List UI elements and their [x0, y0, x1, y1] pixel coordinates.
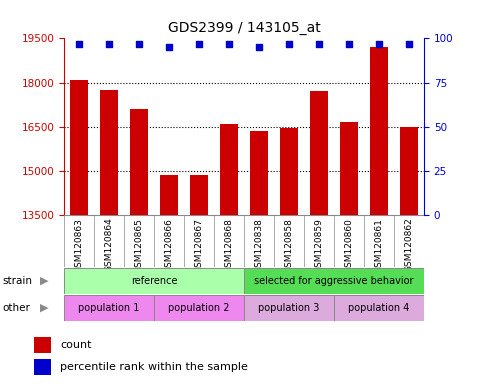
Text: percentile rank within the sample: percentile rank within the sample [60, 362, 248, 372]
Point [135, 41, 143, 47]
Point [75, 41, 83, 47]
Bar [70, 79, 88, 215]
Point [315, 41, 323, 47]
Text: GSM120859: GSM120859 [315, 218, 323, 273]
Text: other: other [2, 303, 31, 313]
Text: GSM120863: GSM120863 [74, 218, 84, 273]
Bar [400, 127, 418, 215]
Text: GSM120867: GSM120867 [195, 218, 204, 273]
Bar [334, 295, 424, 321]
Point [105, 41, 113, 47]
Text: GSM120865: GSM120865 [135, 218, 143, 273]
Bar [220, 124, 238, 215]
Text: population 4: population 4 [349, 303, 410, 313]
Point [255, 44, 263, 50]
Text: GSM120862: GSM120862 [404, 218, 414, 272]
Bar [244, 268, 424, 294]
Text: ▶: ▶ [40, 303, 49, 313]
Bar [244, 295, 334, 321]
Text: GSM120858: GSM120858 [284, 218, 293, 273]
Text: selected for aggressive behavior: selected for aggressive behavior [254, 276, 414, 286]
Bar [64, 268, 244, 294]
Text: population 2: population 2 [168, 303, 230, 313]
Point [225, 41, 233, 47]
Text: GSM120868: GSM120868 [224, 218, 234, 273]
Point [285, 41, 293, 47]
Bar [250, 131, 268, 215]
Text: population 3: population 3 [258, 303, 319, 313]
Bar [160, 175, 178, 215]
Bar [64, 295, 154, 321]
Bar [340, 122, 358, 215]
Point [345, 41, 353, 47]
Point [195, 41, 203, 47]
Text: ▶: ▶ [40, 276, 49, 286]
Text: GSM120860: GSM120860 [345, 218, 353, 273]
Bar [34, 359, 51, 375]
Point [405, 41, 413, 47]
Bar [100, 90, 118, 215]
Text: GSM120861: GSM120861 [375, 218, 384, 273]
Title: GDS2399 / 143105_at: GDS2399 / 143105_at [168, 21, 320, 35]
Text: GSM120864: GSM120864 [105, 218, 113, 272]
Point [165, 44, 173, 50]
Point [375, 41, 383, 47]
Text: count: count [60, 340, 92, 350]
Bar [310, 91, 328, 215]
Bar [280, 128, 298, 215]
Text: GSM120838: GSM120838 [254, 218, 264, 273]
Text: GSM120866: GSM120866 [165, 218, 174, 273]
Bar [370, 47, 388, 215]
Bar [190, 175, 208, 215]
Text: reference: reference [131, 276, 177, 286]
Text: strain: strain [2, 276, 33, 286]
Text: population 1: population 1 [78, 303, 140, 313]
Bar [34, 337, 51, 353]
Bar [130, 109, 148, 215]
Bar [154, 295, 244, 321]
